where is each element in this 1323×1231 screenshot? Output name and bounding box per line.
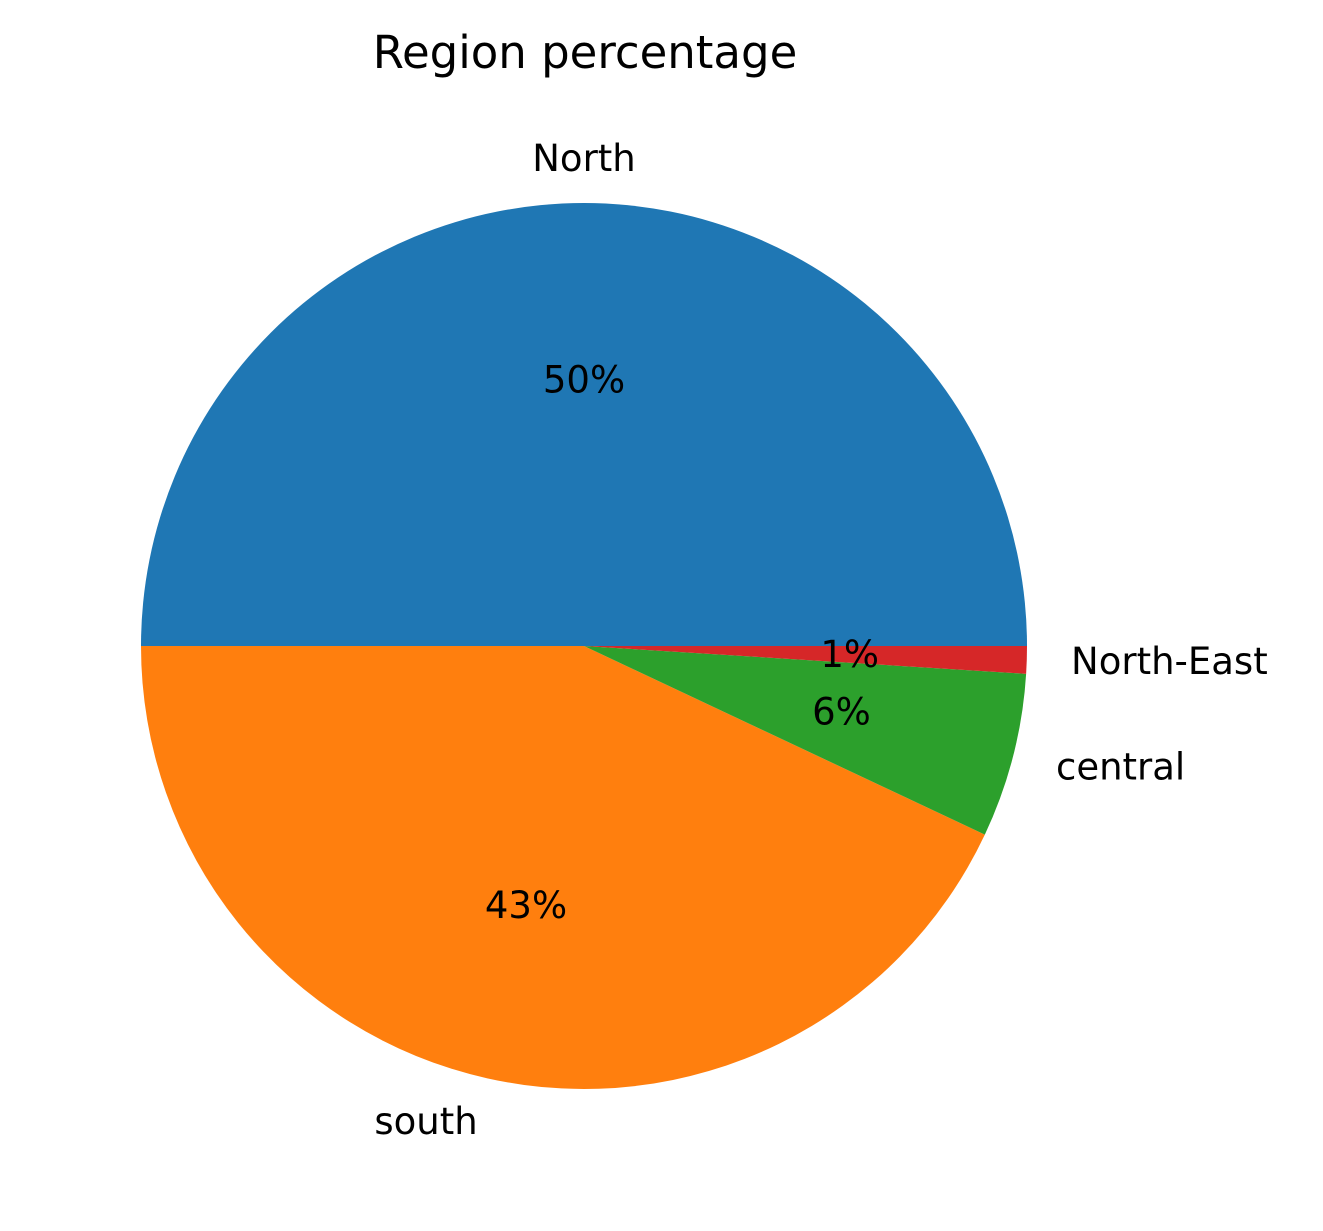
pie-slice-north-east [584, 646, 1027, 674]
pie-slice-central [584, 646, 1027, 835]
pct-label-north: 50% [543, 359, 625, 402]
pct-label-south: 43% [485, 884, 567, 927]
pie-slice-south [141, 646, 985, 1090]
pct-label-north-east: 1% [820, 633, 879, 676]
slice-label-south: south [374, 1100, 477, 1143]
pie-slices [141, 203, 1027, 1090]
pie-labels: North 50% south 43% central 6% North-East 1% [374, 137, 1267, 1143]
pct-label-central: 6% [812, 691, 871, 734]
pie-slice-north [141, 203, 1027, 646]
slice-label-central: central [1056, 746, 1185, 789]
chart-title: Region percentage [373, 26, 798, 79]
slice-label-north: North [532, 137, 635, 180]
slice-label-north-east: North-East [1071, 640, 1268, 683]
